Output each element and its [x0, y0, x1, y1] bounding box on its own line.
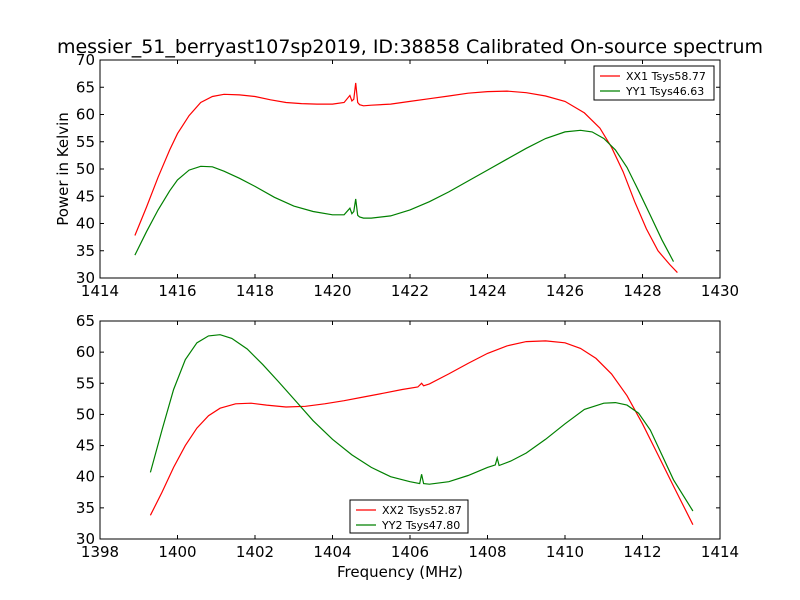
y-tick-label: 30 — [76, 269, 95, 287]
legend-label: YY1 Tsys46.63 — [625, 85, 704, 98]
y-tick-label: 35 — [76, 242, 95, 260]
x-tick-label: 1408 — [468, 543, 506, 561]
x-tick-label: 1430 — [701, 282, 739, 300]
x-tick-label: 1414 — [81, 282, 119, 300]
y-tick-label: 35 — [76, 499, 95, 517]
legend-box — [593, 65, 715, 101]
y-tick-label: 30 — [76, 530, 95, 548]
series-line-1 — [149, 340, 694, 525]
legend: XX1 Tsys58.77 YY1 Tsys46.63 — [593, 65, 715, 101]
x-tick-label: 1418 — [236, 282, 274, 300]
x-tick-label: 1424 — [468, 282, 506, 300]
y-tick-label: 65 — [76, 312, 95, 330]
series-line-1 — [134, 82, 678, 274]
legend-box — [349, 499, 469, 534]
series-line-2 — [149, 334, 694, 512]
x-tick-label: 1398 — [81, 543, 119, 561]
x-tick-label: 1416 — [158, 282, 196, 300]
x-tick-label: 1404 — [313, 543, 351, 561]
y-tick-label: 60 — [76, 106, 95, 124]
x-tick-label: 1426 — [546, 282, 584, 300]
x-tick-label: 1412 — [623, 543, 661, 561]
panel-1: 1414 1416 1418 1420 1422 1424 1426 1428 1430 30 35… — [54, 51, 739, 300]
y-tick-label: 55 — [76, 133, 95, 151]
y-tick-label: 60 — [76, 343, 95, 361]
x-tick-label: 1406 — [391, 543, 429, 561]
y-tick-label: 50 — [76, 405, 95, 423]
y-tick-label: 50 — [76, 160, 95, 178]
legend-label: XX2 Tsys52.87 — [382, 504, 462, 517]
legend-label: YY2 Tsys47.80 — [381, 519, 460, 532]
panels: 1414 1416 1418 1420 1422 1424 1426 1428 1430 30 35… — [54, 51, 739, 581]
y-tick-label: 40 — [76, 468, 95, 486]
y-tick-label: 65 — [76, 78, 95, 96]
x-tick-label: 1420 — [313, 282, 351, 300]
x-tick-label: 1422 — [391, 282, 429, 300]
y-tick-label: 45 — [76, 437, 95, 455]
x-tick-label: 1402 — [236, 543, 274, 561]
y-tick-label: 70 — [76, 51, 95, 69]
x-tick-label: 1410 — [546, 543, 584, 561]
x-tick-label: 1428 — [623, 282, 661, 300]
legend: XX2 Tsys52.87 YY2 Tsys47.80 — [349, 499, 469, 534]
y-tick-label: 45 — [76, 187, 95, 205]
y-tick-label: 55 — [76, 374, 95, 392]
legend-label: XX1 Tsys58.77 — [626, 70, 706, 83]
x-tick-label: 1414 — [701, 543, 739, 561]
series-line-2 — [134, 129, 675, 262]
chart-title: messier_51_berryast107sp2019, ID:38858 C… — [57, 36, 763, 58]
panel-2: 1398 1400 1402 1404 1406 1408 1410 1412 1414 30 35… — [76, 312, 739, 581]
x-tick-label: 1400 — [158, 543, 196, 561]
y-axis-label: Power in Kelvin — [54, 112, 72, 226]
y-tick-label: 40 — [76, 215, 95, 233]
x-axis-label: Frequency (MHz) — [337, 563, 463, 581]
